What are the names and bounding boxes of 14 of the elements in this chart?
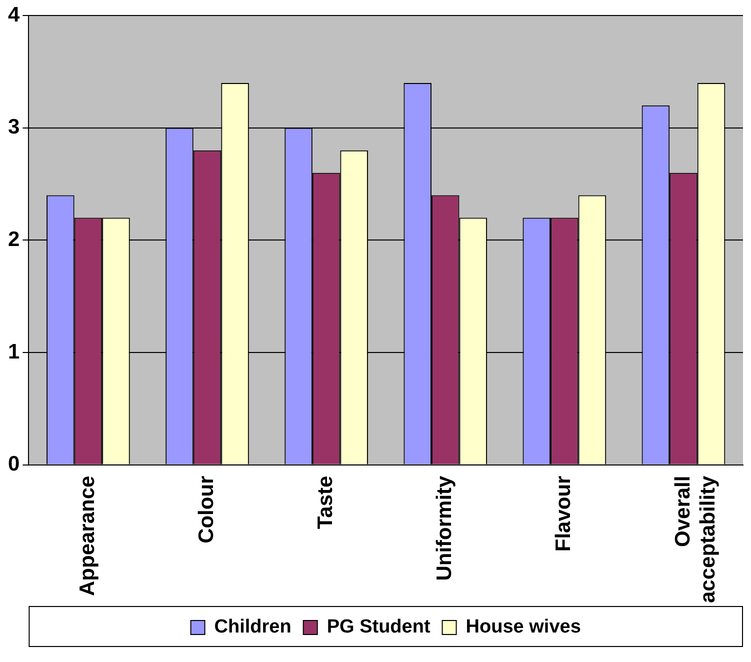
x-tick-label: Flavour (552, 476, 576, 552)
x-tick-label: Appearance (76, 476, 100, 596)
y-tick-label: 3 (8, 116, 20, 139)
x-tick-label: Colour (195, 476, 218, 544)
legend-label: Children (214, 616, 292, 638)
x-tick-label: Uniformity (433, 475, 456, 581)
y-tick-label: 0 (8, 452, 20, 476)
x-tick-label: Taste (314, 476, 338, 530)
legend-label: House wives (466, 616, 581, 638)
y-tick-label: 1 (8, 340, 20, 364)
y-tick-label: 2 (8, 228, 20, 251)
y-tick-label: 4 (8, 3, 20, 26)
x-tick-label: Overall acceptability (671, 475, 720, 604)
legend-label: PG Student (326, 616, 431, 638)
